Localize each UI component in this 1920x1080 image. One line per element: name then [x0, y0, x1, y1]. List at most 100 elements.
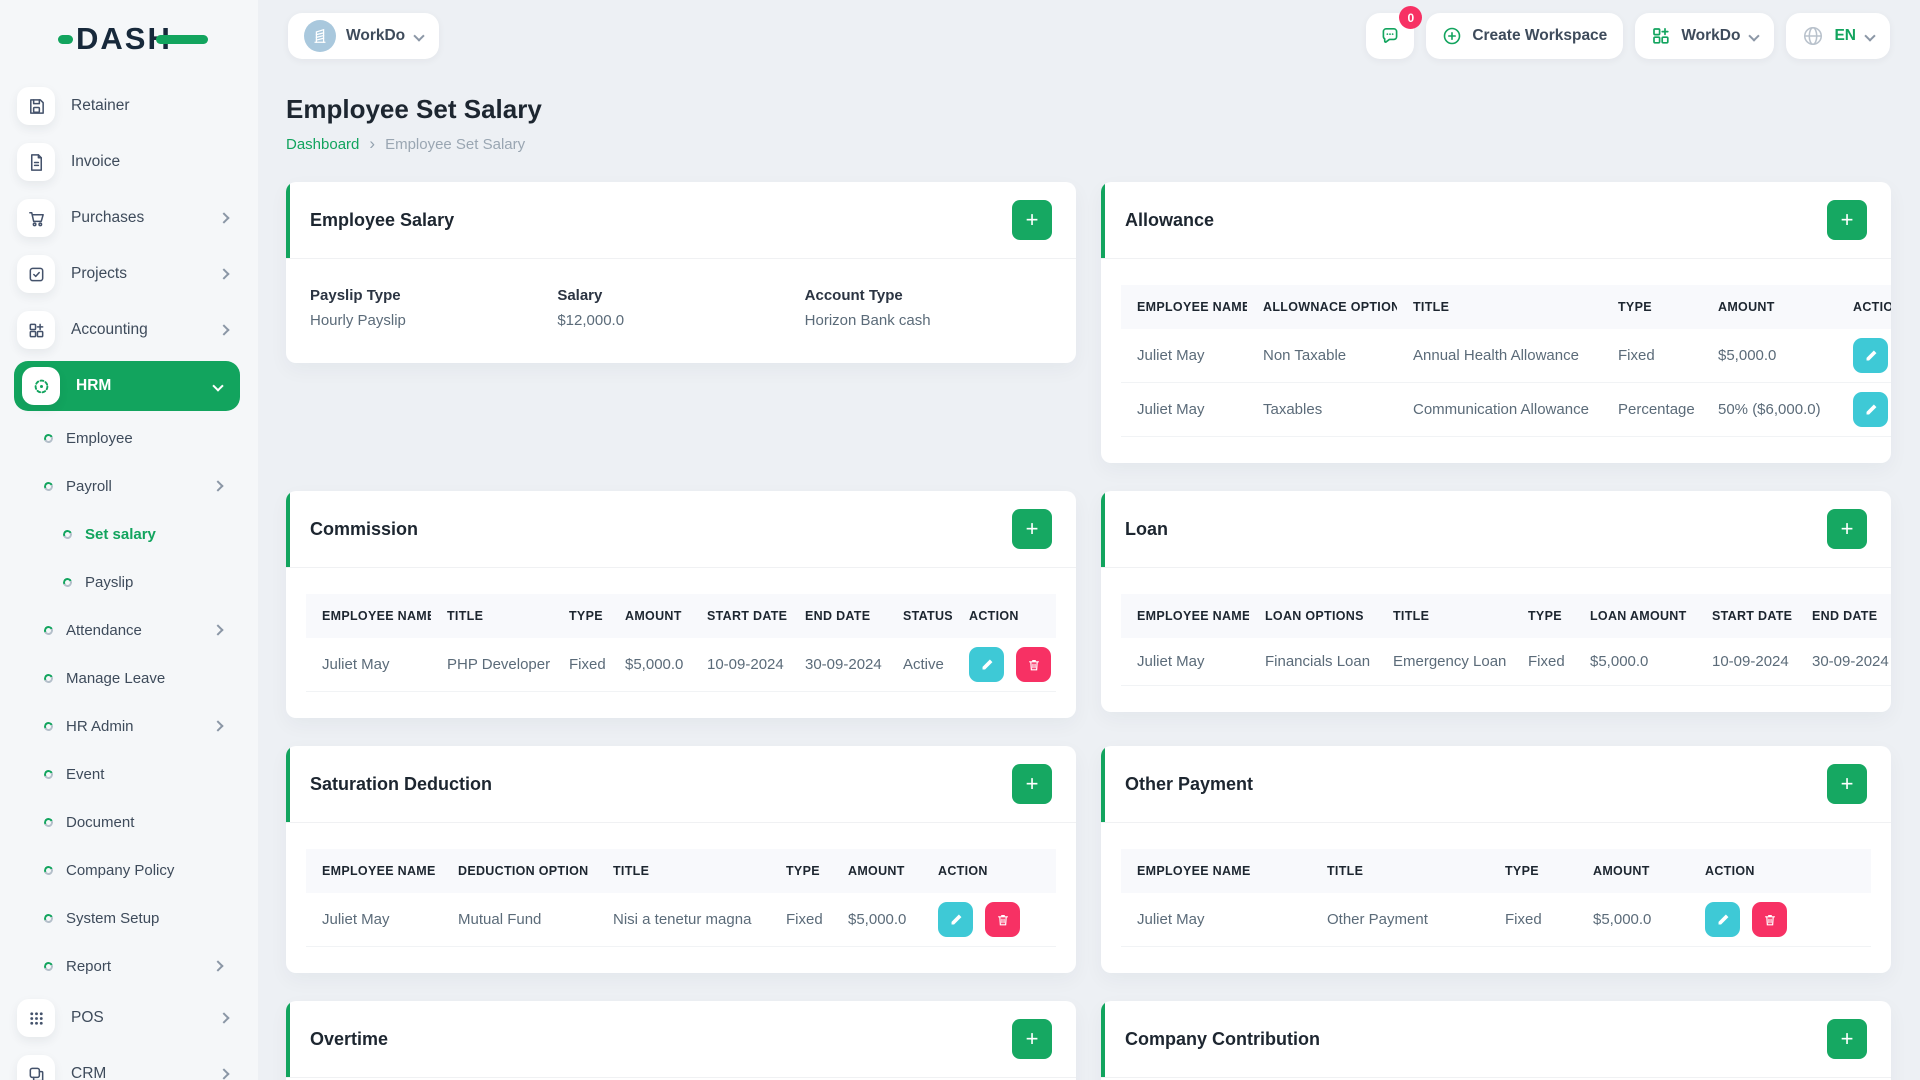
column-header: ACTION: [1853, 300, 1891, 314]
saturation-deduction-card-header: Saturation Deduction +: [286, 746, 1076, 823]
table-header-row: EMPLOYEE NAME DEDUCTION OPTION TITLE TYP…: [306, 849, 1056, 893]
sidebar-item-manage-leave[interactable]: Manage Leave: [0, 654, 258, 702]
cell-title: Nisi a tenetur magna: [597, 893, 770, 947]
sidebar-item-invoice[interactable]: Invoice: [0, 134, 258, 190]
bullet-icon: [42, 672, 55, 684]
column-header: TITLE: [1413, 300, 1450, 314]
logo-accent-bar: [155, 34, 208, 44]
add-company-contribution-button[interactable]: +: [1827, 1019, 1867, 1059]
add-allowance-button[interactable]: +: [1827, 200, 1867, 240]
messages-button[interactable]: 0: [1366, 6, 1423, 59]
column-header: EMPLOYEE NAME: [322, 864, 436, 878]
workdo-menu-button[interactable]: WorkDo: [1635, 13, 1775, 59]
edit-button[interactable]: [969, 647, 1004, 682]
workspace-avatar: [304, 20, 336, 52]
workdo-menu-label: WorkDo: [1681, 27, 1741, 44]
column-header: END DATE: [1812, 609, 1878, 623]
allowance-table-wrap: EMPLOYEE NAME ALLOWNACE OPTION TITLE TYP…: [1121, 285, 1891, 437]
cell-loan-option: Financials Loan: [1249, 638, 1377, 686]
delete-button[interactable]: [1016, 647, 1052, 682]
field-value: Hourly Payslip: [310, 312, 406, 329]
sidebar: DASH Retainer Invoice Purchases Projects…: [0, 0, 258, 1080]
sidebar-item-employee[interactable]: Employee: [0, 414, 258, 462]
sidebar-item-label: Attendance: [66, 621, 142, 639]
column-header: TYPE: [1505, 864, 1539, 878]
cell-actions: [922, 893, 1056, 947]
add-saturation-deduction-button[interactable]: +: [1012, 764, 1052, 804]
sidebar-item-label: CRM: [71, 1065, 107, 1080]
pencil-icon: [951, 914, 961, 924]
commission-table-wrap: EMPLOYEE NAME TITLE TYPE AMOUNT START DA…: [306, 594, 1076, 692]
sidebar-item-label: System Setup: [66, 909, 160, 927]
sidebar-item-system-setup[interactable]: System Setup: [0, 894, 258, 942]
grid-plus-icon: [1653, 27, 1669, 44]
cell-deduction-option: Mutual Fund: [442, 893, 597, 947]
column-header: TYPE: [786, 864, 820, 878]
sidebar-item-report[interactable]: Report: [0, 942, 258, 990]
field-value: Horizon Bank cash: [804, 312, 931, 329]
grid-plus-icon: [17, 311, 55, 349]
sidebar-item-purchases[interactable]: Purchases: [0, 190, 258, 246]
table-row: Juliet May Financials Loan Emergency Loa…: [1121, 638, 1891, 686]
sidebar-item-attendance[interactable]: Attendance: [0, 606, 258, 654]
brand-logo[interactable]: DASH: [0, 0, 258, 78]
edit-button[interactable]: [1853, 338, 1888, 373]
column-header: TITLE: [1327, 864, 1364, 878]
add-commission-button[interactable]: +: [1012, 509, 1052, 549]
pencil-icon: [1866, 350, 1876, 360]
cards-row-1: Employee Salary + Payslip Type Hourly Pa…: [286, 182, 1891, 463]
workspace-switcher-button[interactable]: WorkDo: [288, 13, 440, 59]
cell-start-date: 10-09-2024: [1696, 638, 1796, 686]
sidebar-item-hr-admin[interactable]: HR Admin: [0, 702, 258, 750]
cell-amount: $5,000.0: [1577, 893, 1689, 947]
add-overtime-button[interactable]: +: [1012, 1019, 1052, 1059]
add-other-payment-button[interactable]: +: [1827, 764, 1867, 804]
field-value: $12,000.0: [557, 312, 625, 329]
edit-button[interactable]: [1705, 902, 1740, 937]
table-header-row: EMPLOYEE NAME ALLOWNACE OPTION TITLE TYP…: [1121, 285, 1891, 329]
cell-actions: [1837, 382, 1891, 437]
edit-button[interactable]: [938, 902, 973, 937]
cell-loan-amount: $5,000.0: [1574, 638, 1696, 686]
column-header: TYPE: [569, 609, 603, 623]
topbar: WorkDo 0 Create Workspace WorkDo EN: [258, 0, 1920, 72]
sidebar-item-payroll[interactable]: Payroll: [0, 462, 258, 510]
sidebar-item-label: Projects: [71, 265, 127, 282]
add-loan-button[interactable]: +: [1827, 509, 1867, 549]
allowance-table: EMPLOYEE NAME ALLOWNACE OPTION TITLE TYP…: [1121, 285, 1891, 437]
company-contribution-card-header: Company Contribution +: [1101, 1001, 1891, 1078]
cell-actions: [953, 638, 1056, 692]
pencil-icon: [1866, 404, 1876, 414]
messages-count-badge: 0: [1399, 6, 1423, 29]
sidebar-item-accounting[interactable]: Accounting: [0, 302, 258, 358]
sidebar-item-payslip[interactable]: Payslip: [0, 558, 258, 606]
chevron-right-icon: [212, 720, 224, 732]
sidebar-item-crm[interactable]: CRM: [0, 1046, 258, 1080]
sidebar-item-set-salary[interactable]: Set salary: [0, 510, 258, 558]
bullet-icon: [61, 576, 74, 588]
bullet-icon: [42, 720, 55, 732]
sidebar-item-document[interactable]: Document: [0, 798, 258, 846]
language-selector-button[interactable]: EN: [1786, 13, 1890, 59]
table-row: Juliet May Non Taxable Annual Health All…: [1121, 329, 1891, 383]
sidebar-item-label: HRM: [76, 377, 112, 394]
chevron-right-icon: [218, 268, 230, 280]
sidebar-item-hrm[interactable]: HRM: [14, 361, 240, 411]
sidebar-item-projects[interactable]: Projects: [0, 246, 258, 302]
chat-icon: [1382, 28, 1398, 43]
breadcrumb-dashboard-link[interactable]: Dashboard: [286, 135, 360, 153]
edit-button[interactable]: [1853, 392, 1888, 427]
create-workspace-button[interactable]: Create Workspace: [1426, 13, 1624, 59]
cell-employee-name: Juliet May: [306, 638, 431, 692]
sidebar-item-label: Invoice: [71, 153, 121, 170]
sidebar-item-event[interactable]: Event: [0, 750, 258, 798]
sidebar-item-pos[interactable]: POS: [0, 990, 258, 1046]
sidebar-item-retainer[interactable]: Retainer: [0, 78, 258, 134]
commission-card: Commission + EMPLOYEE NAME TITLE TYPE AM…: [286, 491, 1076, 718]
delete-button[interactable]: [985, 902, 1021, 937]
sidebar-item-company-policy[interactable]: Company Policy: [0, 846, 258, 894]
trash-icon: [1764, 914, 1775, 925]
cell-title: Communication Allowance: [1397, 382, 1602, 437]
delete-button[interactable]: [1752, 902, 1788, 937]
add-employee-salary-button[interactable]: +: [1012, 200, 1052, 240]
